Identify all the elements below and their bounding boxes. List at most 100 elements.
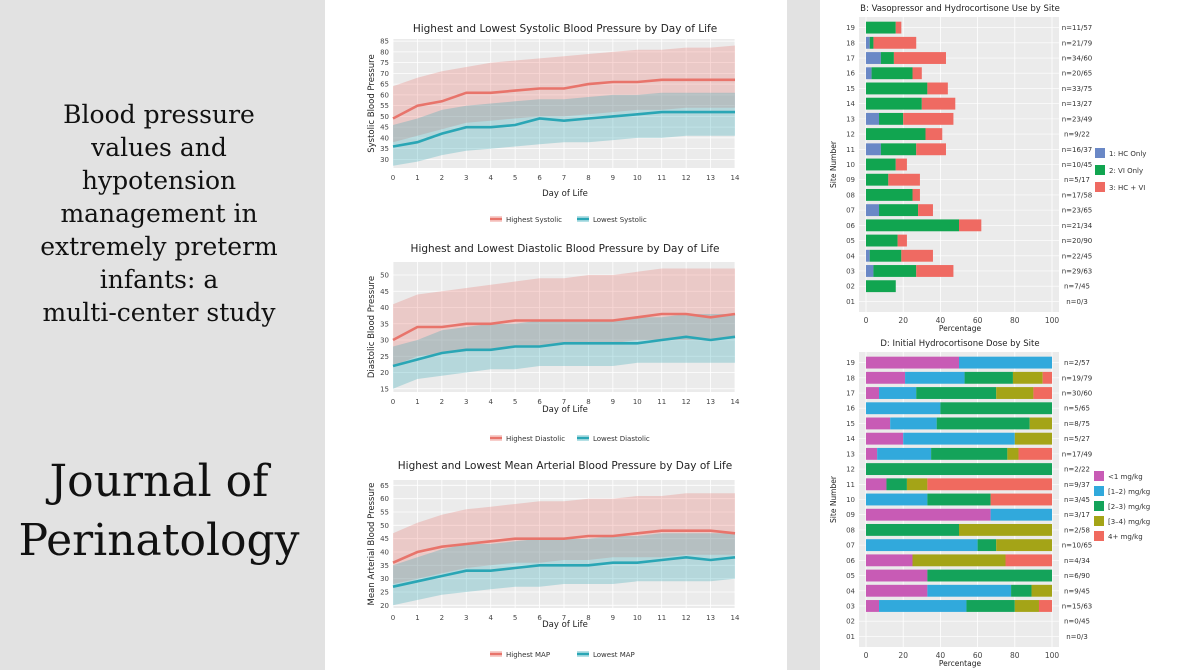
x-tick-label: 14 <box>731 174 740 182</box>
bar-segment <box>895 21 902 34</box>
bar-segment <box>897 234 907 247</box>
bar-segment <box>888 173 920 186</box>
y-tick-label: 17 <box>846 55 855 63</box>
bar-segment <box>912 188 920 201</box>
bar-annotation: n=3/17 <box>1064 511 1090 519</box>
y-tick-label: 75 <box>380 59 389 67</box>
x-tick-label: 13 <box>706 614 715 622</box>
bar-segment <box>866 204 880 217</box>
y-tick-label: 10 <box>846 496 855 504</box>
y-tick-label: 07 <box>846 207 855 215</box>
bar-segment <box>866 539 978 552</box>
y-tick-label: 30 <box>380 337 389 345</box>
bar-annotation: n=2/22 <box>1064 466 1090 474</box>
bar-segment <box>1011 584 1032 597</box>
bar-annotation: n=7/45 <box>1064 283 1090 291</box>
bar-segment <box>927 584 1012 597</box>
bar-annotation: n=2/57 <box>1064 359 1090 367</box>
bar-segment <box>905 371 965 384</box>
x-tick-label: 2 <box>440 398 444 406</box>
bar-segment <box>901 249 933 262</box>
y-tick-label: 20 <box>380 369 389 377</box>
bar-segment <box>869 249 902 262</box>
y-tick-label: 16 <box>846 405 855 413</box>
ribbon-band <box>393 533 735 606</box>
bar-segment <box>866 158 896 171</box>
x-tick-label: 8 <box>586 174 590 182</box>
chart-title: Highest and Lowest Diastolic Blood Press… <box>411 243 720 255</box>
x-tick-label: 4 <box>488 174 493 182</box>
y-tick-label: 17 <box>846 390 855 398</box>
bar-segment <box>990 493 1052 506</box>
x-tick-label: 7 <box>562 614 566 622</box>
bar-segment <box>866 128 926 141</box>
y-tick-label: 14 <box>846 100 855 108</box>
y-tick-label: 11 <box>846 146 855 154</box>
y-tick-label: 60 <box>380 495 389 503</box>
bar-segment <box>890 417 937 430</box>
y-tick-label: 50 <box>380 272 389 280</box>
y-tick-label: 10 <box>846 161 855 169</box>
x-tick-label: 12 <box>682 614 691 622</box>
bar-segment <box>879 600 967 612</box>
ribbon-band <box>393 92 735 166</box>
bar-segment <box>936 417 1030 430</box>
chart-title: B: Vasopressor and Hydrocortisone Use by… <box>860 4 1060 14</box>
x-tick-label: 4 <box>488 398 493 406</box>
bar-segment <box>866 21 896 34</box>
ribbon-band <box>393 314 735 389</box>
x-tick-label: 6 <box>537 174 542 182</box>
x-tick-label: 0 <box>864 316 869 325</box>
bar-segment <box>927 82 948 95</box>
bar-segment <box>879 204 919 217</box>
bar-segment <box>866 493 928 506</box>
bar-segment <box>866 584 928 597</box>
series-line <box>392 529 736 564</box>
bar-segment <box>880 143 917 156</box>
bar-segment <box>866 371 906 384</box>
y-tick-label: 40 <box>380 549 389 557</box>
panel-gap <box>787 0 820 670</box>
x-tick-label: 13 <box>706 174 715 182</box>
y-tick-label: 35 <box>380 320 389 328</box>
bar-segment <box>877 447 932 460</box>
bar-annotation: n=23/65 <box>1062 207 1092 215</box>
x-tick-label: 13 <box>706 398 715 406</box>
y-tick-label: 09 <box>846 511 855 519</box>
y-tick-label: 18 <box>846 39 855 47</box>
x-tick-label: 7 <box>562 398 566 406</box>
legend-label: Lowest Diastolic <box>593 435 650 443</box>
bar-segment <box>925 128 943 141</box>
bar-segment <box>866 219 959 232</box>
x-tick-label: 2 <box>440 614 444 622</box>
legend-label: Highest Diastolic <box>506 435 565 443</box>
y-tick-label: 15 <box>380 385 389 393</box>
bar-segment <box>879 112 904 125</box>
y-tick-label: 45 <box>380 535 389 543</box>
bar-segment <box>927 478 1052 491</box>
bar-annotation: n=10/45 <box>1062 161 1092 169</box>
bar-segment <box>959 523 1052 536</box>
y-tick-label: 12 <box>846 131 855 139</box>
x-tick-label: 3 <box>464 614 468 622</box>
legend-swatch <box>1094 486 1104 496</box>
y-tick-label: 35 <box>380 562 389 570</box>
y-tick-label: 08 <box>846 526 855 534</box>
x-tick-label: 5 <box>513 174 517 182</box>
bar-segment <box>866 36 870 49</box>
bar-segment <box>893 52 946 64</box>
y-tick-label: 18 <box>846 374 855 382</box>
series-line <box>392 110 735 148</box>
title-line: Blood pressure <box>63 100 255 129</box>
bar-segment <box>879 387 917 399</box>
bar-segment <box>866 387 880 399</box>
chart-title: Highest and Lowest Mean Arterial Blood P… <box>398 460 732 472</box>
bar-segment <box>866 417 891 430</box>
bar-segment <box>866 478 887 491</box>
x-tick-label: 1 <box>415 174 419 182</box>
y-tick-label: 19 <box>846 359 855 367</box>
x-axis-label: Percentage <box>939 324 982 333</box>
y-tick-label: 35 <box>380 145 389 153</box>
journal-line: Journal of <box>49 456 269 507</box>
